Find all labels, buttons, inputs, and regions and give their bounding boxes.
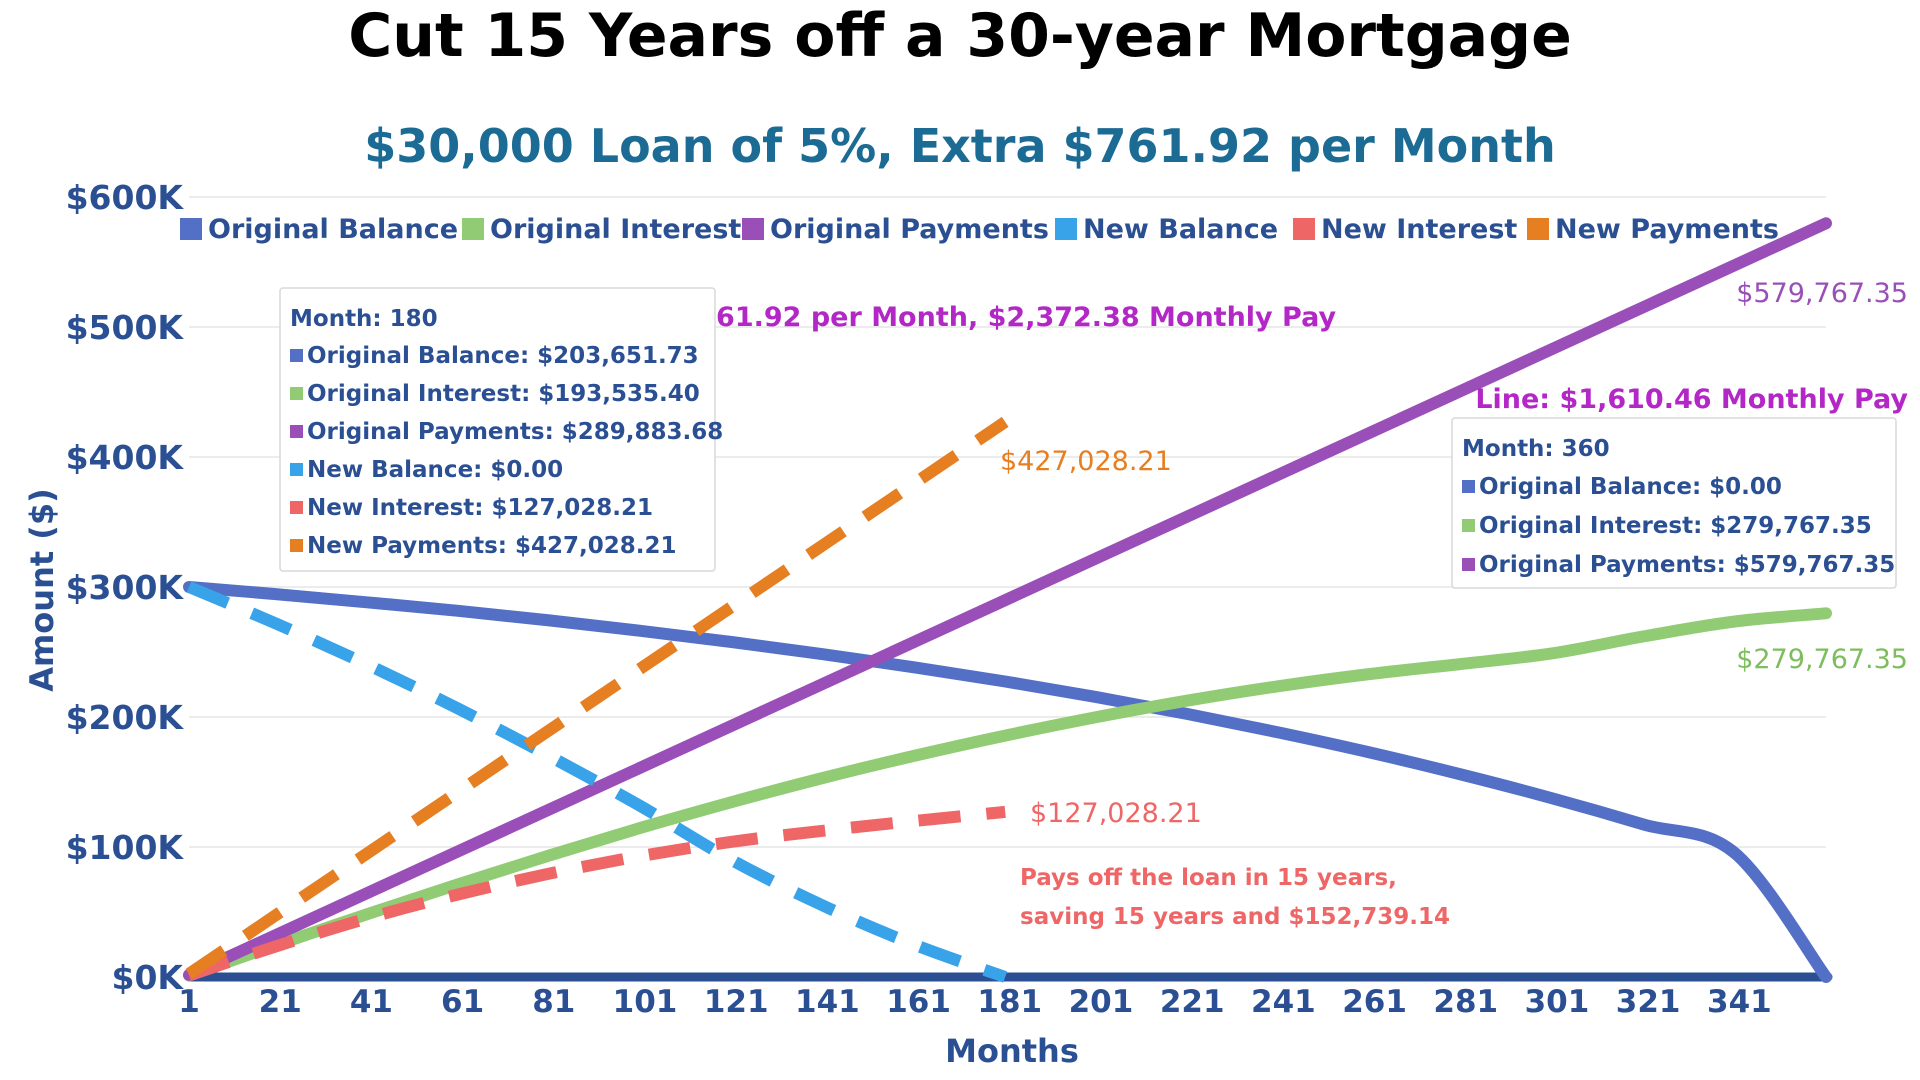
x-tick-label: 241 bbox=[1251, 984, 1316, 1020]
legend-swatch bbox=[742, 218, 764, 240]
x-tick-label: 341 bbox=[1707, 984, 1772, 1020]
x-tick-label: 121 bbox=[704, 984, 769, 1020]
tooltip-row: Original Interest: $279,767.35 bbox=[1479, 513, 1872, 539]
tooltip-180-header: Month: 180 bbox=[290, 306, 438, 332]
legend-swatch bbox=[180, 218, 202, 240]
legend-label: Original Balance bbox=[208, 214, 458, 245]
y-tick-label: $0K bbox=[112, 958, 185, 997]
tooltip-month-360: Month: 360 Original Balance: $0.00 Origin… bbox=[1451, 417, 1897, 589]
legend-swatch bbox=[462, 218, 484, 240]
savings-note-line1: Pays off the loan in 15 years, bbox=[1020, 865, 1397, 891]
y-tick-label: $300K bbox=[66, 568, 185, 607]
legend[interactable]: Original Balance Original Interest Origina… bbox=[180, 214, 1779, 245]
tooltip-row: New Payments: $427,028.21 bbox=[307, 533, 676, 559]
legend-label: Original Interest bbox=[490, 214, 741, 245]
x-tick-label: 61 bbox=[441, 984, 484, 1020]
x-tick-label: 261 bbox=[1342, 984, 1407, 1020]
line-note: Line: $1,610.46 Monthly Pay bbox=[1475, 384, 1908, 415]
series-new-interest bbox=[187, 805, 1006, 982]
legend-item-original-payments[interactable]: Original Payments bbox=[742, 214, 1049, 245]
legend-label: New Payments bbox=[1555, 214, 1779, 245]
series-original-interest bbox=[183, 607, 1832, 982]
tooltip-row: Original Interest: $193,535.40 bbox=[307, 381, 700, 407]
tooltip-row: Original Payments: $289,883.68 bbox=[307, 419, 723, 445]
tooltip-swatch bbox=[1462, 480, 1475, 493]
series-original-balance bbox=[183, 581, 1832, 983]
x-tick-label: 181 bbox=[977, 984, 1042, 1020]
x-tick-label: 141 bbox=[795, 984, 860, 1020]
x-tick-label: 221 bbox=[1160, 984, 1225, 1020]
tooltip-row: Original Balance: $0.00 bbox=[1479, 474, 1782, 500]
legend-label: New Balance bbox=[1083, 214, 1278, 245]
x-tick-label: 281 bbox=[1433, 984, 1498, 1020]
legend-item-new-payments[interactable]: New Payments bbox=[1527, 214, 1779, 245]
legend-swatch bbox=[1527, 218, 1549, 240]
legend-swatch bbox=[1055, 218, 1077, 240]
savings-note-line2: saving 15 years and $152,739.14 bbox=[1020, 904, 1450, 930]
x-tick-label: 101 bbox=[613, 984, 678, 1020]
x-axis-ticks: 1 21 41 61 81 101 121 141 161 181 201 221 241 261 281 3… bbox=[178, 984, 1772, 1020]
tooltip-swatch bbox=[290, 463, 303, 476]
chart-title: Cut 15 Years off a 30-year Mortgage bbox=[348, 1, 1572, 71]
end-label-original-interest: $279,767.35 bbox=[1736, 644, 1908, 675]
end-label-new-payments: $427,028.21 bbox=[1000, 446, 1172, 477]
tooltip-row: New Interest: $127,028.21 bbox=[307, 495, 653, 521]
tooltip-swatch bbox=[1462, 558, 1475, 571]
y-tick-label: $400K bbox=[66, 438, 185, 477]
y-tick-label: $500K bbox=[66, 308, 185, 347]
x-tick-label: 41 bbox=[350, 984, 393, 1020]
x-tick-label: 21 bbox=[259, 984, 302, 1020]
x-tick-label: 161 bbox=[886, 984, 951, 1020]
x-tick-label: 1 bbox=[178, 984, 200, 1020]
tooltip-swatch bbox=[290, 349, 303, 362]
tooltip-month-180: Month: 180 Original Balance: $203,651.73… bbox=[279, 287, 723, 572]
legend-item-new-interest[interactable]: New Interest bbox=[1293, 214, 1517, 245]
x-tick-label: 301 bbox=[1525, 984, 1590, 1020]
end-label-original-payments: $579,767.35 bbox=[1736, 278, 1908, 309]
y-tick-label: $600K bbox=[66, 178, 185, 217]
x-axis-label: Months bbox=[945, 1032, 1079, 1070]
y-axis-ticks: $0K $100K $200K $300K $400K $500K $600K bbox=[66, 178, 185, 997]
end-label-new-interest: $127,028.21 bbox=[1030, 798, 1202, 829]
tooltip-swatch bbox=[290, 501, 303, 514]
series-new-balance bbox=[186, 581, 1008, 983]
legend-label: New Interest bbox=[1321, 214, 1517, 245]
y-axis-label: Amount ($) bbox=[23, 488, 61, 692]
x-tick-label: 201 bbox=[1069, 984, 1134, 1020]
tooltip-row: New Balance: $0.00 bbox=[307, 457, 563, 483]
y-tick-label: $200K bbox=[66, 698, 185, 737]
legend-item-original-balance[interactable]: Original Balance bbox=[180, 214, 458, 245]
series-original-payments bbox=[183, 217, 1832, 981]
legend-item-new-balance[interactable]: New Balance bbox=[1055, 214, 1278, 245]
legend-label: Original Payments bbox=[770, 214, 1049, 245]
tooltip-swatch bbox=[290, 425, 303, 438]
tooltip-swatch bbox=[1462, 519, 1475, 532]
legend-item-original-interest[interactable]: Original Interest bbox=[462, 214, 741, 245]
tooltip-swatch bbox=[290, 387, 303, 400]
tooltip-row: Original Payments: $579,767.35 bbox=[1479, 552, 1895, 578]
legend-swatch bbox=[1293, 218, 1315, 240]
series-new-payments bbox=[185, 416, 1009, 979]
chart-subtitle: $30,000 Loan of 5%, Extra $761.92 per Mo… bbox=[364, 119, 1556, 173]
tooltip-360-header: Month: 360 bbox=[1462, 436, 1610, 462]
tooltip-swatch bbox=[290, 539, 303, 552]
x-tick-label: 321 bbox=[1616, 984, 1681, 1020]
tooltip-row: Original Balance: $203,651.73 bbox=[307, 343, 699, 369]
x-tick-label: 81 bbox=[532, 984, 575, 1020]
series-lines bbox=[183, 217, 1832, 983]
y-tick-label: $100K bbox=[66, 828, 185, 867]
